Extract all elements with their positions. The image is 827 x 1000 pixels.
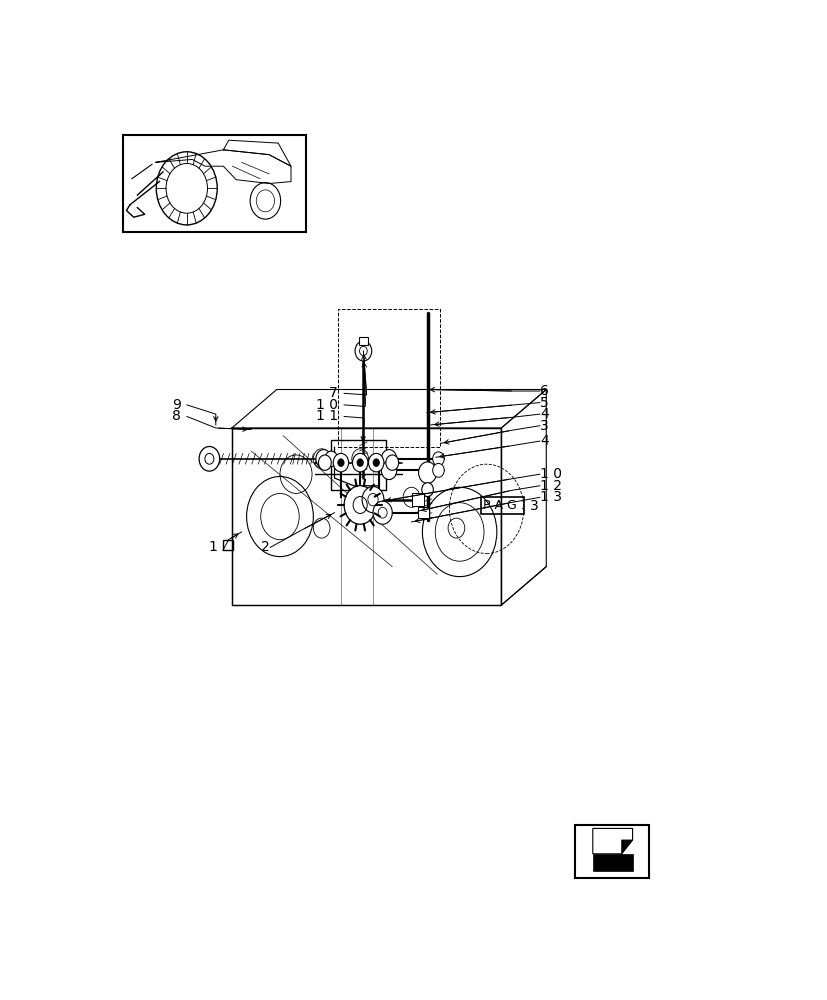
Bar <box>592 854 632 871</box>
Circle shape <box>356 459 363 467</box>
Circle shape <box>381 461 396 480</box>
Circle shape <box>344 486 375 524</box>
Bar <box>480 497 523 514</box>
Text: 1 3: 1 3 <box>539 490 562 504</box>
Text: 1 0: 1 0 <box>315 398 337 412</box>
Text: 4: 4 <box>539 407 548 421</box>
Bar <box>575 825 648 878</box>
Circle shape <box>352 453 367 472</box>
Circle shape <box>355 341 371 361</box>
Circle shape <box>361 487 384 513</box>
Circle shape <box>324 451 337 467</box>
Circle shape <box>337 459 344 467</box>
Circle shape <box>372 501 392 524</box>
Text: 8: 8 <box>171 409 180 423</box>
Bar <box>122 135 305 232</box>
Circle shape <box>385 455 398 470</box>
Text: 3: 3 <box>539 419 548 433</box>
Circle shape <box>198 446 219 471</box>
Bar <box>418 507 429 518</box>
Polygon shape <box>592 828 632 854</box>
Text: 1 0: 1 0 <box>539 467 562 481</box>
Text: 1 2: 1 2 <box>539 479 562 493</box>
Circle shape <box>318 455 331 470</box>
Text: 2: 2 <box>261 540 269 554</box>
Bar <box>358 337 367 345</box>
Text: 6: 6 <box>539 384 548 398</box>
Bar <box>411 493 424 506</box>
Circle shape <box>421 483 433 497</box>
Circle shape <box>433 463 444 477</box>
Bar <box>331 440 385 490</box>
Text: P A G .: P A G . <box>483 499 524 512</box>
Text: 5: 5 <box>539 396 548 410</box>
Text: 7: 7 <box>328 386 337 400</box>
Polygon shape <box>621 840 632 854</box>
Circle shape <box>372 459 379 467</box>
Text: 4: 4 <box>539 434 548 448</box>
Circle shape <box>381 450 396 468</box>
Text: 1: 1 <box>208 540 218 554</box>
Bar <box>222 540 233 550</box>
Text: 1 1: 1 1 <box>315 409 337 423</box>
Text: 3: 3 <box>529 499 538 513</box>
Circle shape <box>332 453 348 472</box>
Text: 9: 9 <box>171 398 180 412</box>
Circle shape <box>368 453 384 472</box>
Circle shape <box>316 450 331 468</box>
Circle shape <box>418 462 436 483</box>
Circle shape <box>433 452 444 466</box>
